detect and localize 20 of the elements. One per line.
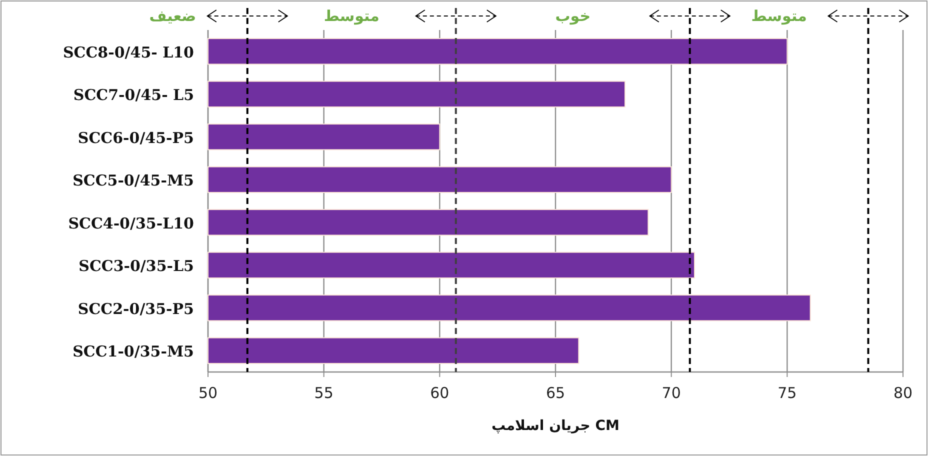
y-tick-label: SCC1-0/35-M5 — [72, 342, 194, 361]
text: متوسط — [751, 7, 807, 25]
y-tick-label: SCC6-0/45-P5 — [78, 128, 194, 147]
text: خوب — [555, 7, 591, 25]
x-tick-label: 60 — [430, 384, 450, 402]
x-tick-label: 50 — [198, 384, 218, 402]
x-tick-label: 75 — [778, 384, 797, 402]
y-tick-label: SCC8-0/45- L10 — [62, 43, 194, 62]
text: ضعیف — [149, 7, 196, 25]
y-tick-label: SCC7-0/45- L5 — [73, 86, 194, 104]
y-tick-label: SCC5-0/45-M5 — [72, 172, 194, 190]
text: متوسط — [324, 7, 380, 25]
x-tick-label: 70 — [662, 384, 681, 402]
x-axis-title: جریان اسلامپ CM — [492, 418, 620, 434]
y-tick-label: SCC4-0/35-L10 — [68, 214, 194, 232]
x-tick-label: 65 — [546, 384, 566, 402]
x-tick-label: 55 — [314, 384, 334, 402]
y-tick-label: SCC2-0/35-P5 — [78, 300, 194, 318]
y-tick-label: SCC3-0/35-L5 — [78, 257, 194, 276]
x-tick-label: 80 — [893, 384, 913, 402]
